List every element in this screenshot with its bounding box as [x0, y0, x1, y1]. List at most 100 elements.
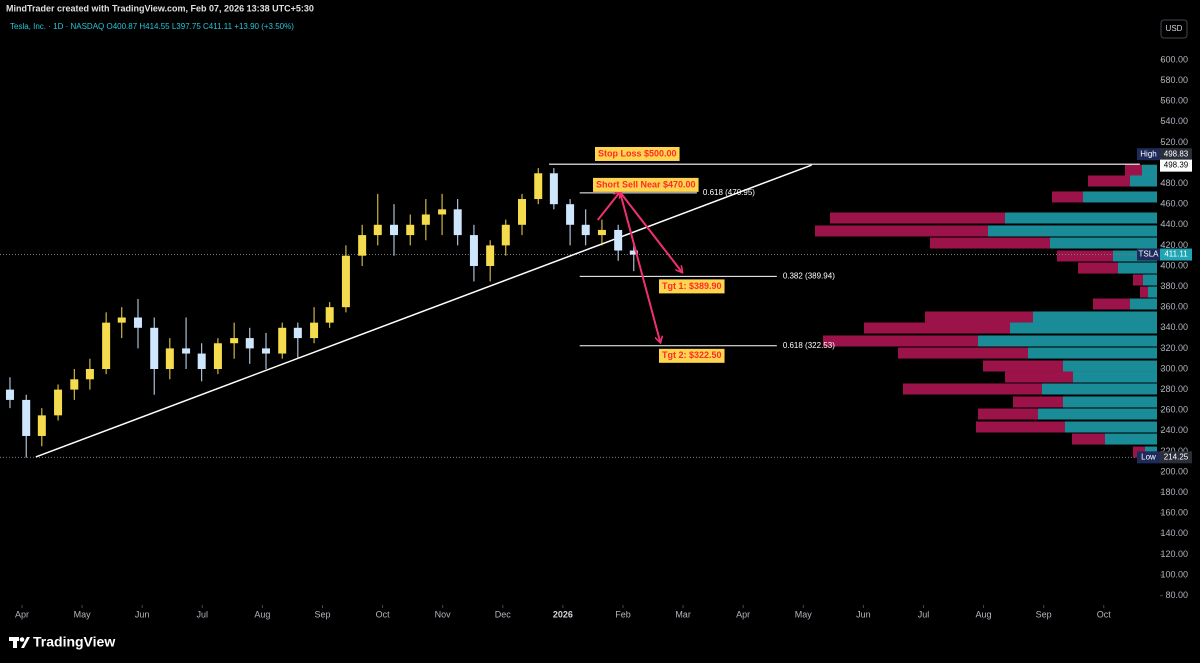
y-tick-label: 200.00 — [1160, 466, 1188, 476]
y-tick-label: 160.00 — [1160, 508, 1188, 518]
candle-body — [182, 348, 191, 354]
y-tick-label: 540.00 — [1160, 116, 1188, 126]
callout-box — [595, 146, 680, 161]
candle-body — [54, 389, 63, 416]
volume-buy — [1063, 396, 1157, 408]
volume-sell — [815, 225, 988, 237]
candle-body — [629, 250, 638, 255]
y-tick-label: 520.00 — [1160, 137, 1188, 147]
y-tick-label: 440.00 — [1160, 219, 1188, 229]
currency-button[interactable] — [1160, 19, 1188, 39]
x-tick-label: Apr — [15, 609, 29, 619]
x-tick-label: Nov — [435, 609, 452, 619]
y-tick-label: 400.00 — [1160, 260, 1188, 270]
candle-body — [341, 255, 350, 308]
last-tag-label: TSLA — [1138, 250, 1159, 259]
x-tick-label: Jul — [197, 609, 209, 619]
x-tick-label: Aug — [976, 609, 992, 619]
candle-body — [421, 214, 430, 225]
marker-tag-value-box — [1160, 159, 1192, 172]
callout: Stop Loss $500.00 — [595, 146, 680, 161]
fib-label: 0.618 (470.95) — [703, 188, 755, 197]
volume-sell — [823, 335, 978, 347]
candle-body — [534, 173, 543, 200]
callout-text: Short Sell Near $470.00 — [596, 179, 696, 189]
arrow — [596, 192, 620, 221]
candle-body — [133, 317, 142, 328]
volume-buy — [1073, 371, 1157, 383]
candle-body — [293, 327, 302, 339]
candle-body — [390, 224, 399, 236]
high-tag-label: High — [1140, 149, 1156, 158]
volume-sell — [1133, 274, 1143, 286]
candle-body — [453, 209, 462, 236]
volume-sell — [1052, 191, 1083, 203]
candle-body — [501, 224, 510, 246]
candle-body — [278, 327, 287, 354]
volume-sell — [1072, 433, 1105, 445]
volume-sell — [925, 311, 1033, 323]
candle-body — [22, 399, 31, 436]
y-tick-label: 180.00 — [1160, 487, 1188, 497]
candle-body — [438, 209, 447, 215]
candle-body — [549, 173, 558, 205]
x-tick-label: Jun — [135, 609, 150, 619]
callout-box — [659, 348, 725, 363]
candle-body — [150, 327, 159, 370]
y-tick-label: 280.00 — [1160, 384, 1188, 394]
volume-buy — [1033, 311, 1157, 323]
candle-body — [197, 353, 206, 370]
y-tick-label: 480.00 — [1160, 178, 1188, 188]
candle-body — [566, 204, 575, 225]
volume-buy — [1083, 191, 1157, 203]
candle-body — [486, 245, 495, 266]
volume-sell — [1057, 250, 1113, 262]
candle-body — [581, 224, 590, 236]
y-tick-label: 240.00 — [1160, 425, 1188, 435]
fib-label: 0.618 (322.53) — [783, 341, 835, 350]
callout-text: Tgt 2: $322.50 — [662, 350, 722, 360]
y-tick-label: 140.00 — [1160, 528, 1188, 538]
volume-sell — [1140, 286, 1148, 298]
y-tick-label: 460.00 — [1160, 199, 1188, 209]
candle-body — [213, 343, 222, 370]
y-tick-label: 380.00 — [1160, 281, 1188, 291]
volume-sell — [864, 322, 1010, 334]
y-tick-label: 260.00 — [1160, 405, 1188, 415]
candle-body — [518, 199, 527, 225]
x-tick-label: 2026 — [553, 609, 573, 619]
last-tag-label-box — [1137, 248, 1160, 261]
candle-body — [245, 338, 254, 349]
volume-buy — [1130, 175, 1157, 187]
volume-sell — [1125, 164, 1142, 176]
volume-buy — [978, 335, 1157, 347]
tv-logo — [9, 637, 30, 648]
candle-body — [310, 322, 319, 339]
volume-sell — [1013, 396, 1063, 408]
symbol-legend: Tesla, Inc. · 1D · NASDAQ O400.87 H414.5… — [10, 22, 294, 31]
candle-body — [261, 348, 270, 354]
volume-sell — [830, 212, 1005, 224]
volume-buy — [1010, 322, 1157, 334]
volume-buy — [988, 225, 1157, 237]
candle-body — [325, 307, 334, 323]
x-tick-label: Jul — [918, 609, 930, 619]
callout-box — [659, 279, 725, 294]
volume-buy — [1105, 433, 1157, 445]
y-tick-label: 420.00 — [1160, 240, 1188, 250]
volume-sell — [976, 421, 1065, 433]
y-tick-label: 340.00 — [1160, 322, 1188, 332]
y-tick-label: 360.00 — [1160, 302, 1188, 312]
y-tick-label: 600.00 — [1160, 54, 1188, 64]
brand: TradingView — [33, 634, 115, 650]
x-tick-label: Apr — [736, 609, 750, 619]
volume-buy — [1038, 408, 1157, 420]
high-tag-value-box — [1160, 148, 1192, 161]
volume-sell — [1005, 371, 1073, 383]
y-tick-label: 580.00 — [1160, 75, 1188, 85]
volume-buy — [1142, 164, 1157, 176]
volume-buy — [1148, 286, 1157, 298]
candle-body — [70, 379, 79, 390]
callout-text: Tgt 1: $389.90 — [662, 281, 722, 291]
callout-box — [593, 177, 699, 192]
